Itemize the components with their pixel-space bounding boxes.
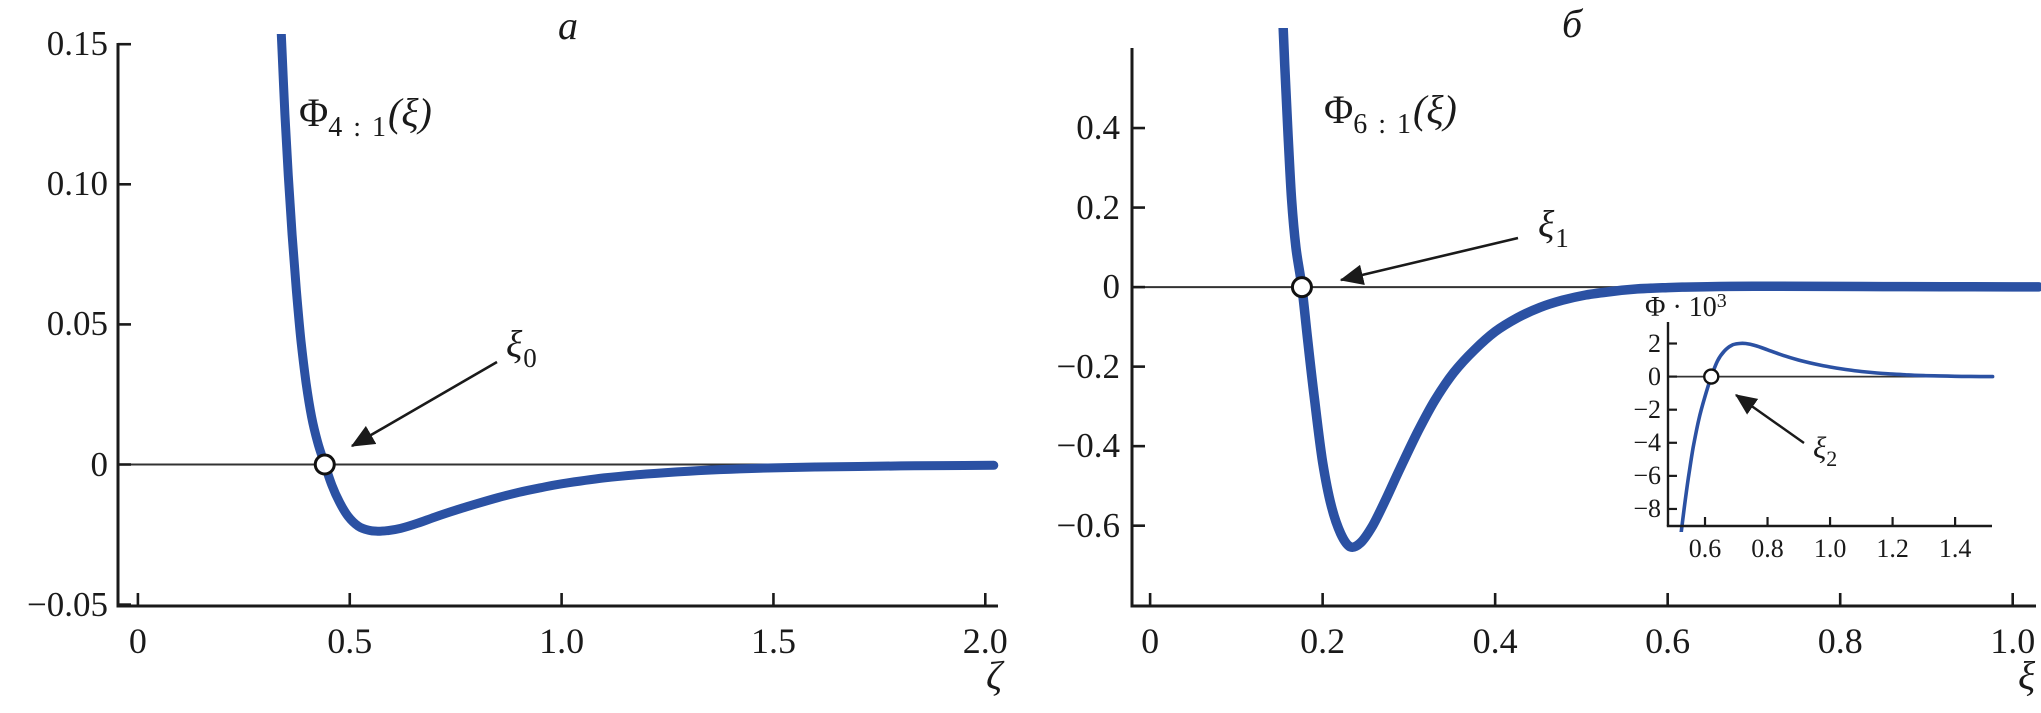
curve-label-arg: (ξ) [1413, 87, 1457, 132]
inset-title: Φ · 103 [1645, 291, 1727, 323]
y-tick-label: −0.4 [1056, 426, 1121, 466]
inset-title-exponent: 3 [1716, 290, 1727, 312]
y-tick-label: −0.6 [1056, 505, 1121, 545]
x-tick-label: 1.5 [750, 621, 796, 661]
y-tick-label: 0.10 [46, 164, 108, 204]
annotation-xi1-base: ξ [1538, 204, 1555, 246]
y-tick-label: 0 [90, 444, 109, 484]
x-tick-label: 0 [1141, 621, 1160, 661]
x-tick-label: 0.2 [1300, 621, 1346, 661]
x-tick-label: 0 [128, 621, 147, 661]
annotation-xi2: ξ2 [1813, 430, 1837, 470]
curve-label-phi-4-1: Φ4 : 1(ξ) [299, 90, 432, 142]
x-tick-label: 0.8 [1751, 534, 1784, 563]
x-tick-label: 1.0 [1813, 534, 1847, 563]
x-tick-label: 1.0 [1990, 621, 2036, 661]
root-marker-panel-a [313, 453, 336, 476]
y-tick-label: 0 [1102, 267, 1121, 307]
x-axis-label-zeta: ζ [986, 653, 1003, 698]
annotation-xi1: ξ1 [1538, 204, 1569, 252]
curve-label-base: Φ [1324, 87, 1354, 132]
annotation-xi0: ξ0 [506, 324, 537, 372]
annotation-xi1-sub: 1 [1555, 223, 1569, 253]
panel-b-title: б [1562, 1, 1583, 46]
x-axis-label-xi: ξ [2018, 653, 2036, 698]
y-tick-label: 0 [1648, 361, 1661, 391]
y-tick-label: −2 [1633, 394, 1661, 424]
panel-a-title: a [558, 3, 578, 48]
root-marker-inset [1703, 368, 1720, 385]
annotation-xi0-sub: 0 [523, 343, 537, 373]
inset-title-base: Φ · 10 [1645, 292, 1717, 323]
curve-label-arg: (ξ) [388, 90, 432, 135]
x-tick-label: 0.8 [1817, 621, 1863, 661]
y-tick-label: −0.05 [27, 584, 108, 624]
y-tick-label: −0.2 [1056, 346, 1121, 386]
y-tick-label: 0.05 [46, 304, 108, 344]
x-tick-label: 0.6 [1688, 534, 1722, 563]
curve-label-sub: 6 : 1 [1353, 109, 1414, 140]
x-tick-label: 0.6 [1645, 621, 1691, 661]
y-tick-label: −4 [1633, 427, 1661, 457]
x-tick-label: 0.5 [327, 621, 373, 661]
y-tick-label: −6 [1633, 460, 1661, 490]
y-tick-label: 2 [1648, 328, 1661, 358]
annotation-xi2-sub: 2 [1826, 446, 1838, 471]
annotation-xi2-base: ξ [1813, 430, 1827, 465]
x-tick-label: 2.0 [962, 621, 1008, 661]
y-tick-label: 0.15 [46, 24, 108, 64]
y-tick-label: −8 [1633, 493, 1661, 523]
x-tick-label: 1.2 [1876, 534, 1909, 563]
x-tick-label: 1.4 [1938, 534, 1972, 563]
x-tick-label: 1.0 [539, 621, 585, 661]
curve-label-base: Φ [299, 90, 329, 135]
root-marker-panel-b [1290, 276, 1313, 299]
x-tick-label: 0.4 [1472, 621, 1518, 661]
y-tick-label: 0.4 [1076, 108, 1120, 148]
curve-label-sub: 4 : 1 [328, 112, 389, 143]
annotation-xi0-base: ξ [506, 324, 523, 366]
curve-label-phi-6-1: Φ6 : 1(ξ) [1324, 87, 1457, 139]
y-tick-label: 0.2 [1076, 187, 1120, 227]
